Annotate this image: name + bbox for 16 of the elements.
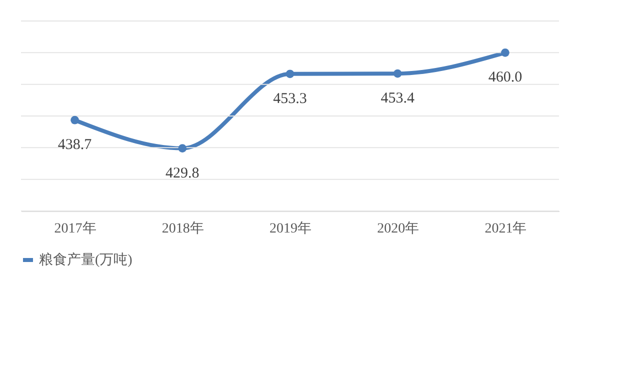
x-tick-label: 2019年: [270, 220, 312, 236]
point: [70, 116, 79, 124]
x-tick-label: 2017年: [54, 220, 96, 236]
data-label: 429.8: [166, 165, 200, 182]
x-tick-label: 2021年: [484, 220, 527, 236]
data-label: 460.0: [488, 70, 522, 86]
x-tick-label: 2018年: [162, 220, 204, 236]
point: [178, 144, 187, 152]
point: [501, 48, 510, 57]
point: [286, 70, 294, 78]
data-label: 453.4: [380, 90, 415, 107]
legend-label: 粮食产量(万吨): [39, 252, 133, 268]
data-label: 438.7: [58, 137, 92, 154]
data-label: 453.3: [273, 90, 307, 107]
x-tick-label: 2020年: [377, 220, 420, 236]
point: [393, 69, 402, 78]
